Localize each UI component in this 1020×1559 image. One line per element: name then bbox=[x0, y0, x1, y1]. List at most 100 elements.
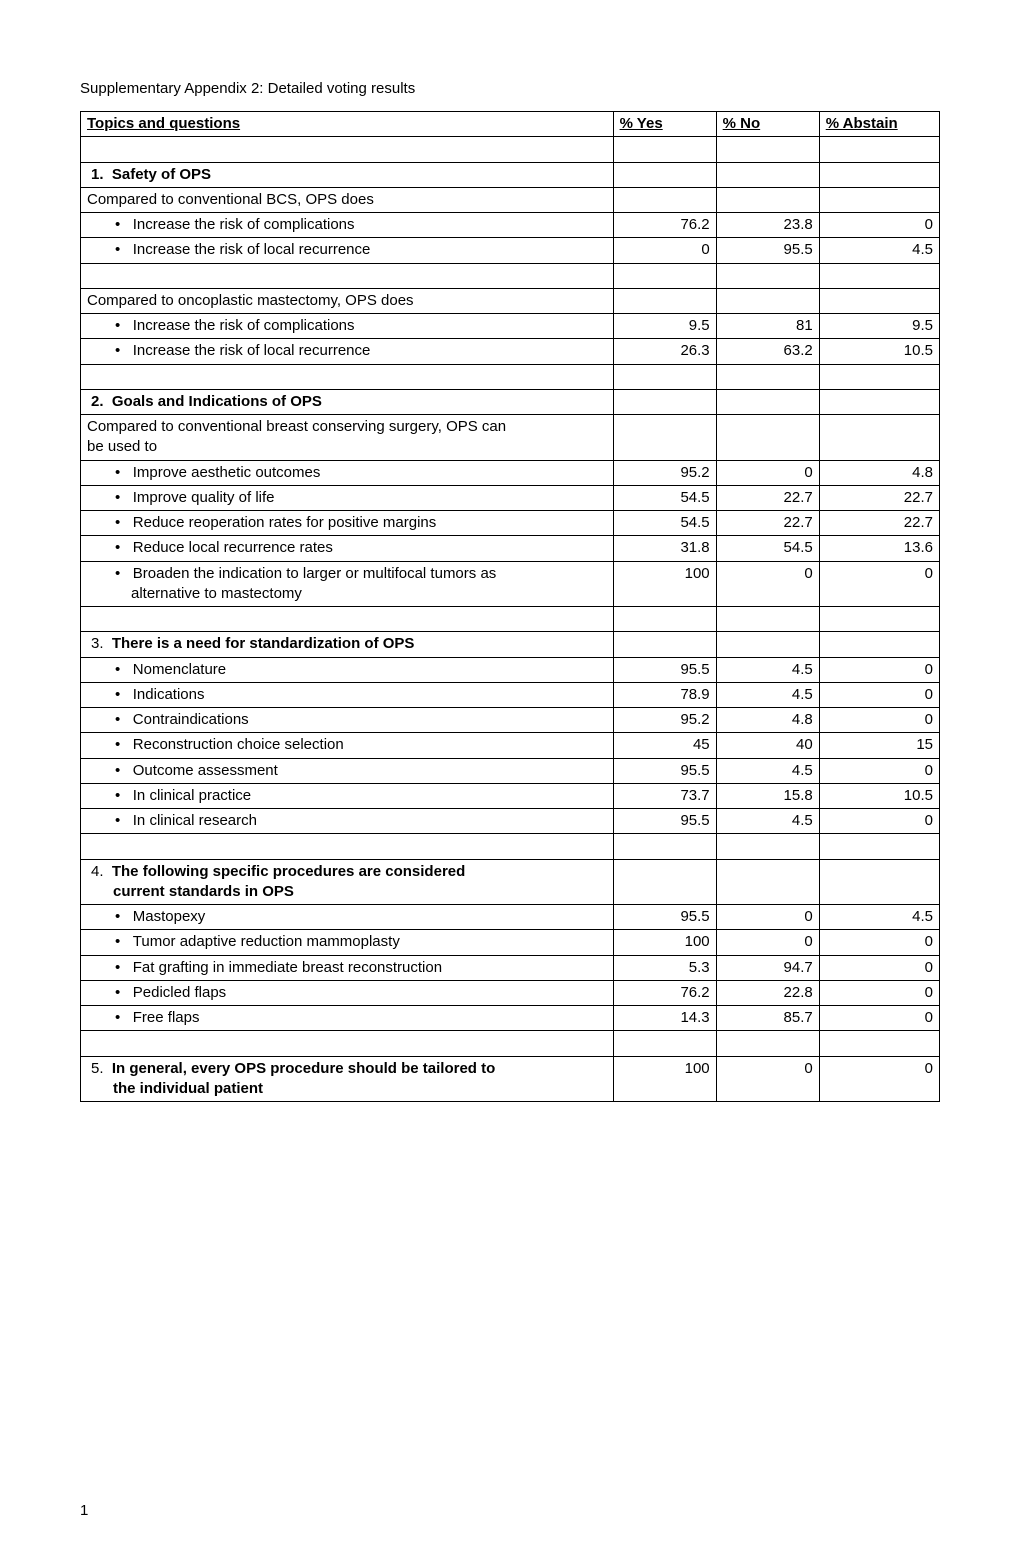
row-label: Broaden the indication to larger or mult… bbox=[133, 565, 497, 582]
table-row: • Free flaps 14.3 85.7 0 bbox=[81, 1006, 940, 1031]
abs-value: 0 bbox=[819, 758, 939, 783]
table-row: • Improve quality of life 54.5 22.7 22.7 bbox=[81, 485, 940, 510]
abs-value: 0 bbox=[819, 213, 939, 238]
no-value: 4.5 bbox=[716, 809, 819, 834]
section-title-cont: the individual patient bbox=[87, 1079, 607, 1099]
yes-value: 95.5 bbox=[613, 657, 716, 682]
header-topic: Topics and questions bbox=[81, 112, 614, 137]
no-value: 22.7 bbox=[716, 511, 819, 536]
section-title: In general, every OPS procedure should b… bbox=[112, 1060, 495, 1077]
row-label: Fat grafting in immediate breast reconst… bbox=[133, 959, 442, 976]
no-value: 15.8 bbox=[716, 783, 819, 808]
row-label: Reconstruction choice selection bbox=[133, 736, 344, 753]
table-row: • Fat grafting in immediate breast recon… bbox=[81, 955, 940, 980]
table-row: • Reduce reoperation rates for positive … bbox=[81, 511, 940, 536]
voting-results-table: Topics and questions % Yes % No % Abstai… bbox=[80, 111, 940, 1102]
yes-value: 95.2 bbox=[613, 460, 716, 485]
abs-value: 0 bbox=[819, 657, 939, 682]
abs-value: 0 bbox=[819, 561, 939, 607]
no-value: 23.8 bbox=[716, 213, 819, 238]
subheading-text: Compared to conventional BCS, OPS does bbox=[81, 187, 614, 212]
abs-value: 10.5 bbox=[819, 783, 939, 808]
no-value: 85.7 bbox=[716, 1006, 819, 1031]
table-row bbox=[81, 834, 940, 859]
no-value: 0 bbox=[716, 460, 819, 485]
abs-value: 22.7 bbox=[819, 485, 939, 510]
abs-value: 13.6 bbox=[819, 536, 939, 561]
section-title-cont: current standards in OPS bbox=[87, 882, 607, 902]
abs-value: 0 bbox=[819, 955, 939, 980]
abs-value: 0 bbox=[819, 708, 939, 733]
no-value: 40 bbox=[716, 733, 819, 758]
header-yes: % Yes bbox=[613, 112, 716, 137]
table-row: • Increase the risk of complications 9.5… bbox=[81, 314, 940, 339]
table-row: • Indications 78.9 4.5 0 bbox=[81, 682, 940, 707]
yes-value: 54.5 bbox=[613, 485, 716, 510]
row-label: Increase the risk of complications bbox=[133, 317, 355, 334]
header-abstain: % Abstain bbox=[819, 112, 939, 137]
section-num: 3. bbox=[91, 635, 104, 652]
subheading: Compared to conventional breast conservi… bbox=[81, 415, 940, 461]
row-label: Mastopexy bbox=[133, 908, 206, 925]
subheading-text: Compared to conventional breast conservi… bbox=[87, 418, 506, 435]
table-row: • Increase the risk of local recurrence … bbox=[81, 339, 940, 364]
yes-value: 73.7 bbox=[613, 783, 716, 808]
row-label: In clinical research bbox=[133, 812, 257, 829]
table-row: • Contraindications 95.2 4.8 0 bbox=[81, 708, 940, 733]
no-value: 4.5 bbox=[716, 682, 819, 707]
yes-value: 54.5 bbox=[613, 511, 716, 536]
abs-value: 9.5 bbox=[819, 314, 939, 339]
table-row: • Improve aesthetic outcomes 95.2 0 4.8 bbox=[81, 460, 940, 485]
table-row: • Nomenclature 95.5 4.5 0 bbox=[81, 657, 940, 682]
row-label: Reduce reoperation rates for positive ma… bbox=[133, 514, 437, 531]
row-label: Nomenclature bbox=[133, 661, 226, 678]
table-row bbox=[81, 607, 940, 632]
subheading: Compared to conventional BCS, OPS does bbox=[81, 187, 940, 212]
yes-value: 95.5 bbox=[613, 809, 716, 834]
row-label: Pedicled flaps bbox=[133, 984, 226, 1001]
table-row: • Mastopexy 95.5 0 4.5 bbox=[81, 905, 940, 930]
yes-value: 45 bbox=[613, 733, 716, 758]
row-label: Outcome assessment bbox=[133, 762, 278, 779]
yes-value: 31.8 bbox=[613, 536, 716, 561]
row-label: Increase the risk of local recurrence bbox=[133, 241, 371, 258]
section-heading: 1. Safety of OPS bbox=[81, 162, 940, 187]
no-value: 0 bbox=[716, 1056, 819, 1102]
yes-value: 26.3 bbox=[613, 339, 716, 364]
no-value: 54.5 bbox=[716, 536, 819, 561]
table-row bbox=[81, 364, 940, 389]
row-label: In clinical practice bbox=[133, 787, 251, 804]
yes-value: 100 bbox=[613, 1056, 716, 1102]
no-value: 95.5 bbox=[716, 238, 819, 263]
row-label: Improve quality of life bbox=[133, 489, 275, 506]
abs-value: 15 bbox=[819, 733, 939, 758]
row-label: Improve aesthetic outcomes bbox=[133, 464, 321, 481]
section-heading: 2. Goals and Indications of OPS bbox=[81, 389, 940, 414]
table-header-row: Topics and questions % Yes % No % Abstai… bbox=[81, 112, 940, 137]
no-value: 4.5 bbox=[716, 758, 819, 783]
table-row: • Broaden the indication to larger or mu… bbox=[81, 561, 940, 607]
table-row: • Reconstruction choice selection 45 40 … bbox=[81, 733, 940, 758]
yes-value: 100 bbox=[613, 930, 716, 955]
yes-value: 0 bbox=[613, 238, 716, 263]
table-row bbox=[81, 263, 940, 288]
section-num: 5. bbox=[91, 1060, 104, 1077]
table-row: • Increase the risk of local recurrence … bbox=[81, 238, 940, 263]
abs-value: 0 bbox=[819, 980, 939, 1005]
table-row bbox=[81, 137, 940, 162]
row-label: Increase the risk of complications bbox=[133, 216, 355, 233]
yes-value: 100 bbox=[613, 561, 716, 607]
yes-value: 95.2 bbox=[613, 708, 716, 733]
row-label: Tumor adaptive reduction mammoplasty bbox=[133, 933, 400, 950]
no-value: 94.7 bbox=[716, 955, 819, 980]
table-row: • Tumor adaptive reduction mammoplasty 1… bbox=[81, 930, 940, 955]
section-heading: 3. There is a need for standardization o… bbox=[81, 632, 940, 657]
section-heading: 5. In general, every OPS procedure shoul… bbox=[81, 1056, 940, 1102]
abs-value: 10.5 bbox=[819, 339, 939, 364]
section-num: 2. bbox=[91, 393, 104, 410]
table-row: • Outcome assessment 95.5 4.5 0 bbox=[81, 758, 940, 783]
subheading: Compared to oncoplastic mastectomy, OPS … bbox=[81, 288, 940, 313]
section-title: Goals and Indications of OPS bbox=[112, 393, 322, 410]
no-value: 22.7 bbox=[716, 485, 819, 510]
table-row: • In clinical research 95.5 4.5 0 bbox=[81, 809, 940, 834]
